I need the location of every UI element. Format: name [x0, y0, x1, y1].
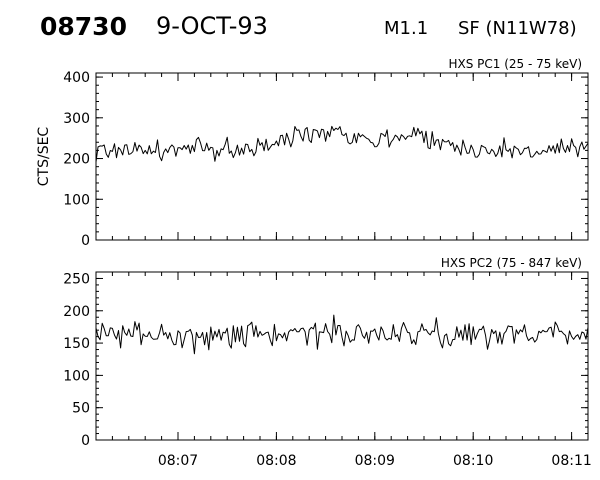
x-tick-label: 08:09	[355, 453, 395, 469]
panel-title: HXS PC1 (25 - 75 keV)	[448, 57, 582, 71]
x-tick-label: 08:10	[453, 453, 493, 469]
x-tick-label: 08:07	[158, 453, 198, 469]
y-tick-label: 0	[81, 433, 90, 449]
series-line-1	[95, 314, 589, 355]
y-axis-label: CTS/SEC	[36, 127, 52, 187]
plot-frame	[95, 271, 589, 441]
panel-2: HXS PC2 (75 - 847 keV) 0 50 100 150 200 250 08:…	[63, 256, 592, 469]
y-tick-label: 100	[63, 192, 90, 208]
flare-location: SF (N11W78)	[458, 18, 577, 39]
panel-1: HXS PC1 (25 - 75 keV) 0 100 200 300 400 CTS/SE…	[36, 57, 589, 249]
y-tick-label: 150	[63, 336, 90, 352]
series-line-1	[95, 125, 589, 163]
y-tick-label: 200	[63, 304, 90, 320]
flare-class: M1.1	[384, 18, 429, 39]
y-tick-label: 100	[63, 368, 90, 384]
y-tick-label: 400	[63, 70, 90, 86]
event-id: 08730	[40, 12, 127, 41]
y-tick-label: 200	[63, 152, 90, 168]
panel-title: HXS PC2 (75 - 847 keV)	[441, 256, 582, 270]
x-tick-label: 08:11	[551, 453, 591, 469]
y-tick-label: 300	[63, 111, 90, 127]
y-tick-label: 250	[63, 271, 90, 287]
x-tick-label: 08:08	[256, 453, 296, 469]
y-tick-label: 50	[72, 401, 90, 417]
y-tick-label: 0	[81, 233, 90, 249]
plot-frame	[95, 72, 589, 241]
event-date: 9-OCT-93	[156, 12, 268, 40]
